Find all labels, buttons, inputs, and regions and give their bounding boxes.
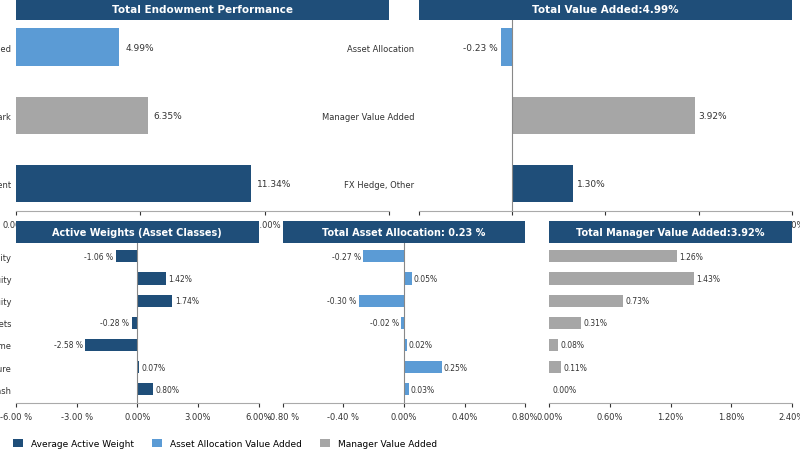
Text: Total Asset Allocation: 0.23 %: Total Asset Allocation: 0.23 % xyxy=(322,228,486,238)
Bar xyxy=(138,273,166,285)
Text: 0.08%: 0.08% xyxy=(560,341,584,349)
Text: 0.25%: 0.25% xyxy=(444,363,468,372)
Bar xyxy=(358,295,404,307)
Bar xyxy=(502,29,512,66)
Text: 0.00%: 0.00% xyxy=(552,385,576,394)
Bar xyxy=(550,317,581,329)
Legend: Average Active Weight, Asset Allocation Value Added, Manager Value Added: Average Active Weight, Asset Allocation … xyxy=(13,439,437,448)
Bar xyxy=(550,339,558,351)
Bar xyxy=(550,361,561,374)
Text: 11.34%: 11.34% xyxy=(258,180,292,189)
Text: Total Endowment Performance: Total Endowment Performance xyxy=(112,5,293,15)
Text: Total Value Added:4.99%: Total Value Added:4.99% xyxy=(532,5,678,15)
Bar xyxy=(363,251,404,263)
Text: -0.23 %: -0.23 % xyxy=(463,43,498,52)
Text: 0.31%: 0.31% xyxy=(583,318,607,328)
Text: -0.02 %: -0.02 % xyxy=(370,318,399,328)
Text: 1.43%: 1.43% xyxy=(697,274,721,283)
Bar xyxy=(138,383,154,395)
Text: 0.73%: 0.73% xyxy=(626,297,650,305)
Bar xyxy=(138,295,173,307)
Bar xyxy=(404,383,409,395)
Bar xyxy=(16,29,119,66)
Bar xyxy=(512,166,573,203)
Bar xyxy=(401,317,404,329)
Text: 1.30%: 1.30% xyxy=(577,180,606,189)
Text: 0.05%: 0.05% xyxy=(414,274,438,283)
Bar xyxy=(404,361,442,374)
Bar xyxy=(85,339,138,351)
Text: 1.26%: 1.26% xyxy=(679,252,703,261)
Bar xyxy=(550,273,694,285)
Text: -0.28 %: -0.28 % xyxy=(100,318,129,328)
Text: 0.03%: 0.03% xyxy=(410,385,434,394)
Bar xyxy=(404,339,407,351)
Bar xyxy=(116,251,138,263)
Text: -0.30 %: -0.30 % xyxy=(327,297,357,305)
Bar xyxy=(404,273,411,285)
Text: 0.80%: 0.80% xyxy=(156,385,180,394)
Bar xyxy=(550,295,623,307)
Bar xyxy=(16,166,251,203)
Text: Total Manager Value Added:3.92%: Total Manager Value Added:3.92% xyxy=(577,228,765,238)
Bar xyxy=(16,97,148,135)
Text: -2.58 %: -2.58 % xyxy=(54,341,82,349)
Text: 0.07%: 0.07% xyxy=(141,363,166,372)
Text: 3.92%: 3.92% xyxy=(698,111,727,121)
Text: Active Weights (Asset Classes): Active Weights (Asset Classes) xyxy=(52,228,222,238)
Text: 0.11%: 0.11% xyxy=(563,363,587,372)
Text: 6.35%: 6.35% xyxy=(154,111,182,121)
Text: 0.02%: 0.02% xyxy=(409,341,433,349)
Text: 1.74%: 1.74% xyxy=(175,297,199,305)
Bar xyxy=(131,317,138,329)
Text: 1.42%: 1.42% xyxy=(168,274,192,283)
Text: -1.06 %: -1.06 % xyxy=(84,252,114,261)
Text: 4.99%: 4.99% xyxy=(126,43,154,52)
Bar xyxy=(550,251,677,263)
Text: -0.27 %: -0.27 % xyxy=(332,252,362,261)
Bar xyxy=(512,97,695,135)
